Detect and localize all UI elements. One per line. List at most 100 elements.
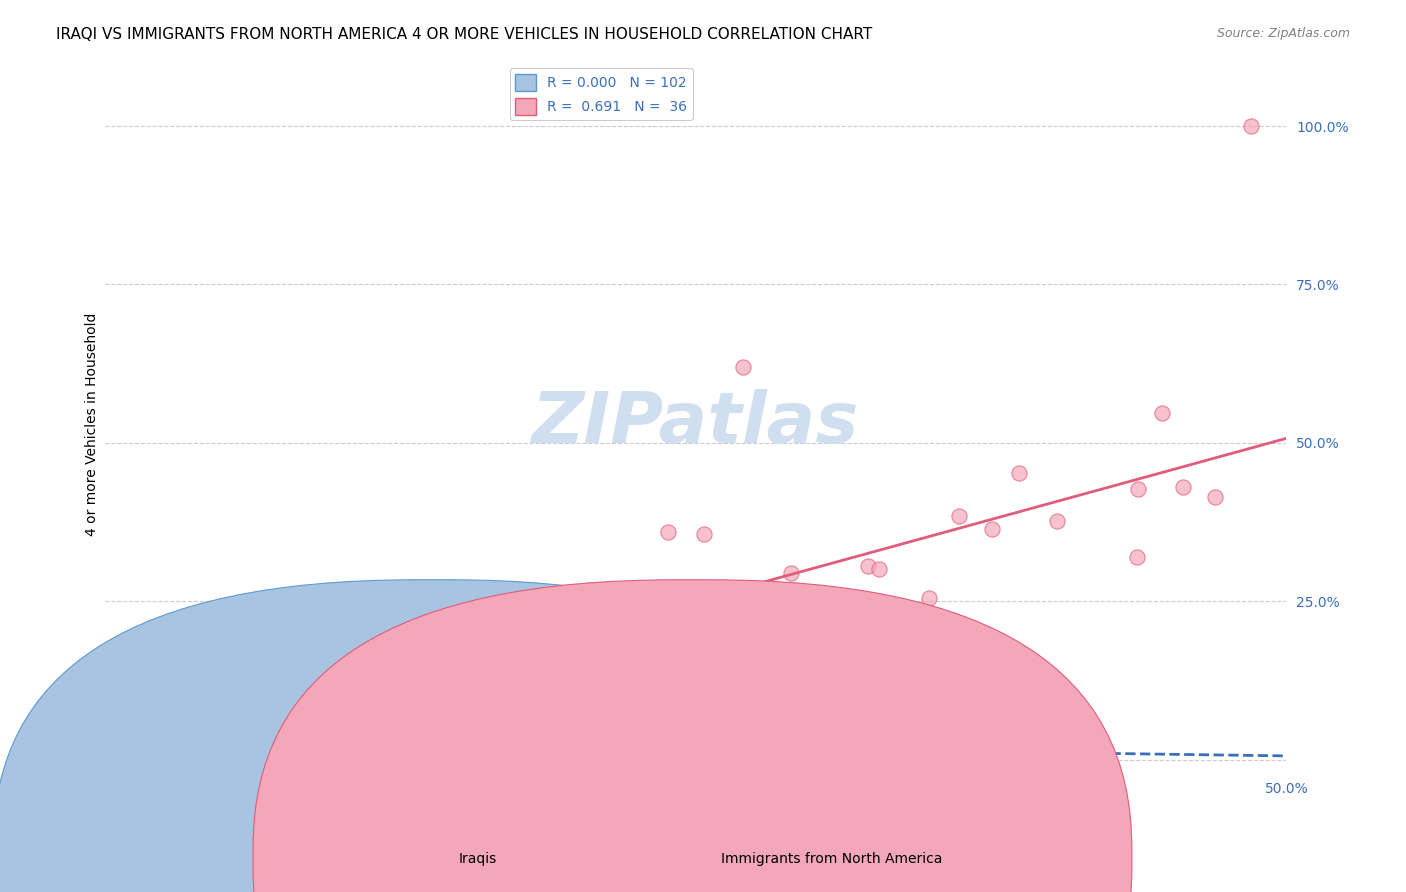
Point	[112, 733, 135, 747]
Point	[1150, 406, 1173, 420]
Point	[104, 747, 127, 762]
Point	[96, 747, 118, 761]
Point	[668, 627, 690, 641]
Point	[918, 591, 941, 606]
Text: Iraqis: Iraqis	[458, 852, 496, 866]
Point	[138, 746, 160, 760]
Point	[103, 748, 125, 763]
Point	[693, 527, 716, 541]
Point	[177, 751, 200, 765]
Point	[108, 735, 131, 749]
Point	[142, 709, 165, 723]
Point	[104, 753, 127, 767]
Point	[105, 645, 128, 659]
Text: ZIPatlas: ZIPatlas	[531, 389, 859, 458]
Text: Immigrants from North America: Immigrants from North America	[721, 852, 942, 866]
Point	[111, 744, 134, 758]
Point	[115, 742, 138, 756]
Point	[657, 524, 679, 539]
Point	[94, 733, 117, 747]
Point	[110, 747, 132, 762]
Point	[121, 722, 143, 736]
Point	[235, 745, 257, 759]
Point	[98, 751, 121, 765]
Point	[97, 732, 120, 747]
Point	[179, 733, 201, 747]
Point	[127, 746, 149, 760]
Point	[101, 750, 124, 764]
Point	[236, 739, 259, 754]
Point	[105, 714, 128, 728]
Point	[163, 700, 186, 714]
Point	[172, 730, 194, 744]
Point	[142, 747, 165, 762]
Point	[170, 736, 193, 750]
Point	[128, 747, 150, 761]
Point	[1008, 466, 1031, 480]
Point	[731, 359, 754, 374]
Point	[1204, 490, 1226, 504]
Point	[108, 738, 131, 752]
Point	[101, 752, 124, 766]
Point	[152, 749, 174, 764]
Point	[124, 709, 146, 723]
Point	[145, 739, 167, 754]
Point	[163, 739, 186, 753]
Point	[364, 637, 387, 651]
Point	[226, 672, 249, 686]
Point	[187, 704, 209, 718]
Point	[666, 597, 689, 611]
Point	[96, 747, 118, 762]
Point	[136, 747, 159, 762]
Point	[98, 747, 121, 762]
Point	[166, 715, 188, 730]
Point	[641, 599, 664, 614]
Point	[98, 685, 121, 699]
Text: Immigrants from North America: Immigrants from North America	[703, 810, 925, 824]
Point	[406, 613, 429, 627]
Point	[948, 508, 970, 523]
Point	[856, 558, 879, 573]
Point	[156, 707, 179, 722]
Point	[136, 731, 159, 746]
Point	[298, 752, 321, 766]
Point	[103, 747, 125, 762]
Point	[131, 707, 153, 722]
Point	[112, 747, 135, 761]
Text: IRAQI VS IMMIGRANTS FROM NORTH AMERICA 4 OR MORE VEHICLES IN HOUSEHOLD CORRELATI: IRAQI VS IMMIGRANTS FROM NORTH AMERICA 4…	[56, 27, 873, 42]
Point	[156, 739, 179, 753]
Point	[344, 743, 367, 757]
Point	[110, 745, 132, 759]
Point	[97, 698, 120, 713]
Point	[253, 739, 276, 753]
Point	[96, 749, 118, 764]
Point	[188, 751, 211, 765]
Point	[97, 747, 120, 762]
Point	[131, 748, 153, 763]
Point	[103, 722, 125, 736]
Point	[128, 711, 150, 725]
Point	[613, 687, 636, 701]
Point	[103, 745, 125, 759]
Point	[97, 750, 120, 764]
Point	[100, 709, 122, 723]
Point	[96, 744, 118, 758]
Point	[981, 522, 1004, 536]
Point	[721, 588, 744, 602]
Point	[139, 713, 162, 727]
Point	[523, 654, 546, 668]
Y-axis label: 4 or more Vehicles in Household: 4 or more Vehicles in Household	[86, 312, 100, 535]
Point	[110, 709, 132, 723]
Point	[197, 751, 219, 765]
Point	[111, 710, 134, 724]
Point	[259, 722, 281, 736]
Point	[533, 624, 555, 638]
Point	[122, 720, 145, 734]
Point	[779, 566, 801, 580]
Point	[117, 733, 139, 747]
Point	[152, 731, 174, 745]
Point	[1126, 550, 1149, 565]
Point	[132, 745, 155, 759]
Point	[163, 728, 186, 742]
Point	[1126, 482, 1149, 496]
